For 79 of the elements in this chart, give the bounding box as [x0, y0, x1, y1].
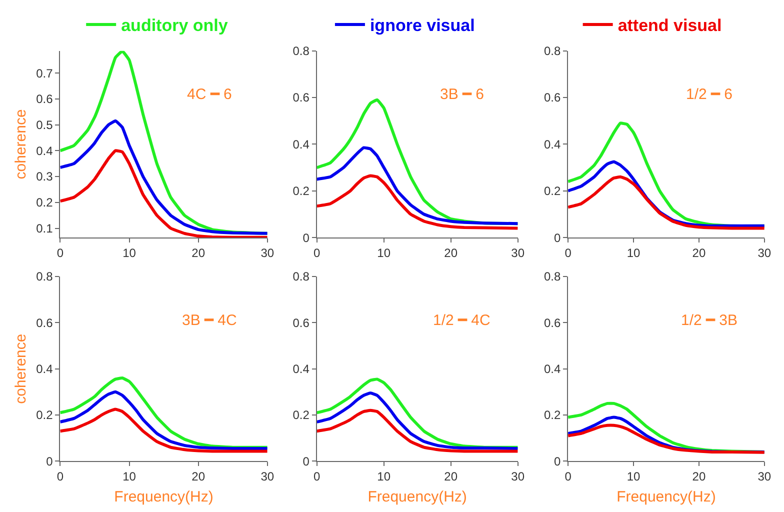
y-tick-label: 0.6	[36, 316, 54, 330]
y-tick-label: 0.5	[36, 118, 54, 132]
x-tick-label: 30	[511, 246, 525, 260]
x-tick-label: 0	[564, 246, 572, 260]
legend-label: attend visual	[618, 16, 722, 36]
y-tick-label: 0.6	[292, 90, 310, 105]
x-tick-label: 0	[313, 470, 320, 484]
x-tick-label: 30	[758, 246, 772, 260]
x-tick-label: 20	[692, 246, 706, 260]
y-tick-label: 0.4	[544, 137, 561, 152]
x-tick-label: 10	[626, 246, 641, 260]
x-tick-label: 10	[122, 470, 136, 484]
y-axis-title: coherence	[12, 109, 30, 180]
x-tick-label: 0	[313, 246, 320, 260]
y-tick-label: 0.8	[292, 270, 310, 284]
x-axis-title: Frequency(Hz)	[616, 488, 716, 506]
y-tick-label: 0	[302, 230, 310, 245]
line-series	[316, 392, 518, 450]
y-tick-label: 0	[554, 454, 561, 468]
line-series	[60, 119, 268, 235]
y-tick-label: 0	[302, 454, 310, 468]
legend-label: ignore visual	[370, 16, 475, 36]
y-tick-label: 0.2	[292, 184, 310, 198]
annotation: 3B ━ 4C	[182, 312, 238, 329]
x-tick-label: 10	[377, 246, 391, 260]
y-tick-label: 0.7	[36, 66, 54, 80]
x-tick-label: 10	[377, 470, 391, 484]
y-tick-label: 0	[46, 454, 54, 468]
y-tick-label: 0.8	[292, 44, 310, 58]
y-axis-title: coherence	[12, 334, 30, 404]
x-tick-label: 30	[260, 470, 274, 484]
x-axis-title: Frequency(Hz)	[114, 488, 214, 506]
annotation: 1/2 ━ 3B	[681, 312, 738, 329]
x-tick-label: 10	[626, 470, 641, 484]
y-tick-label: 0.6	[544, 316, 561, 330]
y-tick-label: 0.1	[36, 221, 54, 236]
line-series	[316, 146, 518, 226]
x-tick-label: 0	[56, 246, 64, 260]
y-tick-label: 0.2	[292, 408, 310, 422]
line-series	[60, 408, 268, 453]
y-tick-label: 0.6	[292, 316, 310, 330]
line-series	[60, 390, 268, 450]
y-tick-label: 0.4	[292, 137, 310, 152]
x-tick-label: 0	[56, 470, 64, 484]
y-tick-label: 0.8	[544, 270, 561, 284]
y-tick-label: 0.4	[292, 362, 310, 376]
y-tick-label: 0.4	[36, 144, 54, 158]
y-tick-label: 0.6	[36, 92, 54, 106]
x-tick-label: 20	[692, 470, 706, 484]
y-tick-label: 0.2	[544, 408, 561, 422]
y-tick-label: 0.2	[36, 408, 54, 422]
line-series	[316, 408, 518, 453]
x-tick-label: 0	[564, 470, 572, 484]
y-tick-label: 0.8	[36, 270, 54, 284]
annotation: 1/2 ━ 6	[686, 86, 733, 103]
x-tick-label: 20	[444, 246, 458, 260]
x-axis-title: Frequency(Hz)	[368, 488, 467, 506]
x-tick-label: 20	[192, 470, 206, 484]
annotation: 3B ━ 6	[440, 86, 484, 103]
annotation: 4C ━ 6	[187, 86, 232, 103]
line-series	[568, 175, 764, 230]
y-tick-label: 0.2	[36, 196, 54, 210]
x-tick-label: 30	[758, 470, 772, 484]
y-tick-label: 0.4	[36, 362, 54, 376]
x-tick-label: 20	[192, 246, 206, 260]
line-series	[316, 174, 518, 230]
x-tick-label: 10	[122, 246, 136, 260]
line-series	[568, 424, 764, 454]
legend-label: auditory only	[121, 16, 228, 36]
x-tick-label: 30	[511, 470, 525, 484]
y-tick-label: 0.6	[544, 90, 561, 105]
x-tick-label: 30	[260, 246, 274, 260]
y-tick-label: 0.8	[544, 44, 561, 58]
y-tick-label: 0	[554, 230, 561, 245]
y-tick-label: 0.3	[36, 170, 54, 184]
annotation: 1/2 ━ 4C	[433, 312, 491, 329]
y-tick-label: 0.4	[544, 362, 561, 376]
x-tick-label: 20	[444, 470, 458, 484]
y-tick-label: 0.2	[544, 184, 561, 198]
